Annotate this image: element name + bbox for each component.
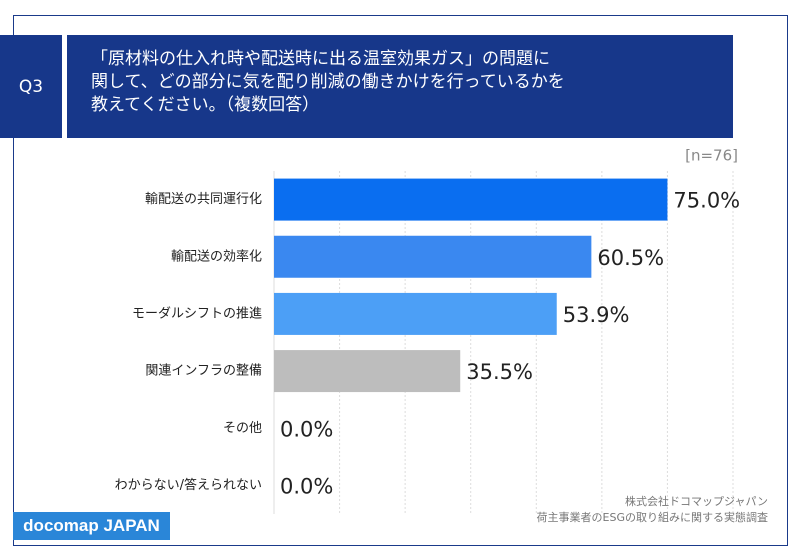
category-label: わからない/答えられない <box>115 477 262 493</box>
source-line: 荷主事業者のESGの取り組みに関する実態調査 <box>536 511 768 524</box>
sample-note: [n=76] <box>685 147 738 165</box>
bar <box>274 292 557 335</box>
category-label: モーダルシフトの推進 <box>132 306 262 321</box>
value-label: 35.5% <box>466 360 533 384</box>
question-label: Q3 <box>0 35 62 138</box>
frame <box>13 15 788 546</box>
question-line: 関して、どの部分に気を配り削減の働きかけを行っているかを <box>91 72 565 92</box>
value-label: 0.0% <box>280 474 333 498</box>
category-label: 輸配送の効率化 <box>171 248 262 264</box>
value-label: 75.0% <box>673 189 740 213</box>
bar <box>274 235 592 278</box>
bar <box>274 178 668 221</box>
category-label: 輸配送の共同運行化 <box>145 192 262 207</box>
value-label: 0.0% <box>280 417 333 441</box>
source: 株式会社ドコマップジャパン 荷主事業者のESGの取り組みに関する実態調査 <box>537 494 768 526</box>
value-label: 60.5% <box>597 246 664 270</box>
category-label: その他 <box>223 421 262 436</box>
value-label: 53.9% <box>563 303 630 327</box>
question-line: 「原材料の仕入れ時や配送時に出る温室効果ガス」の問題に <box>91 49 550 69</box>
bar <box>274 350 461 393</box>
logo: docomap JAPAN <box>13 512 170 540</box>
question: 「原材料の仕入れ時や配送時に出る温室効果ガス」の問題に 関して、どの部分に気を配… <box>67 35 733 138</box>
question-line: 教えてください。（複数回答） <box>91 95 320 115</box>
category-label: 関連インフラの整備 <box>145 363 262 379</box>
source-line: 株式会社ドコマップジャパン <box>625 495 768 508</box>
